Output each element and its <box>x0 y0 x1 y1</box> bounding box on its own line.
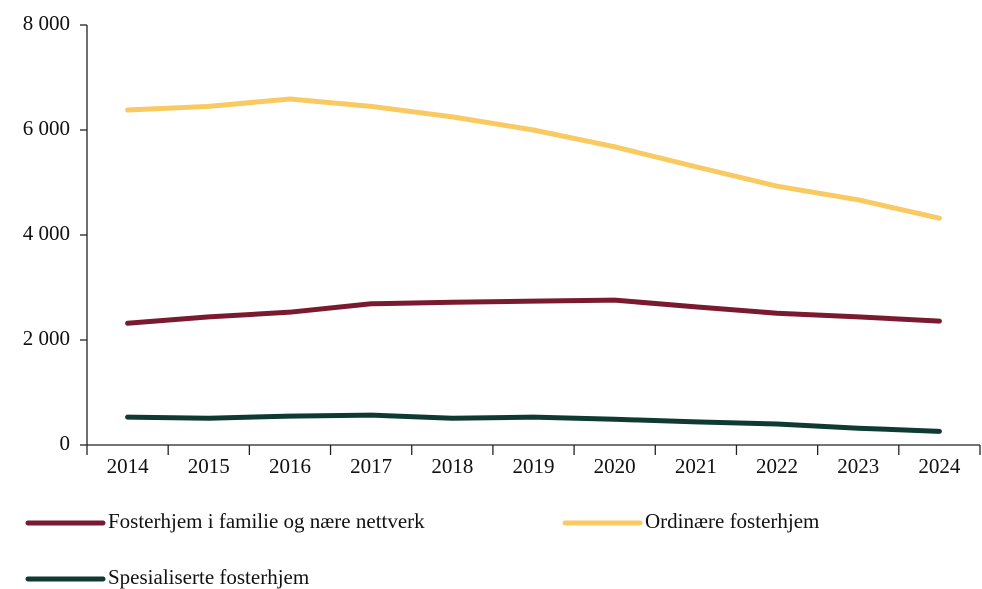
x-tick-label: 2016 <box>269 454 311 478</box>
x-tick-label: 2015 <box>188 454 230 478</box>
x-tick-label: 2020 <box>594 454 636 478</box>
series-line <box>125 96 942 221</box>
x-tick-label: 2017 <box>350 454 392 478</box>
y-tick-label: 0 <box>60 431 71 455</box>
series-line <box>125 412 942 434</box>
x-tick-label: 2014 <box>107 454 150 478</box>
legend-label: Fosterhjem i familie og nære nettverk <box>108 509 425 533</box>
y-tick-label: 2 000 <box>23 326 70 350</box>
x-tick-label: 2023 <box>837 454 879 478</box>
y-tick-label: 8 000 <box>23 11 70 35</box>
series-line <box>125 297 942 326</box>
x-tick-label: 2018 <box>431 454 473 478</box>
x-tick-label: 2019 <box>513 454 555 478</box>
y-tick-label: 6 000 <box>23 116 70 140</box>
x-tick-label: 2021 <box>675 454 717 478</box>
legend-label: Spesialiserte fosterhjem <box>108 565 309 589</box>
x-tick-label: 2022 <box>756 454 798 478</box>
y-tick-label: 4 000 <box>23 221 70 245</box>
legend-label: Ordinære fosterhjem <box>645 509 819 533</box>
x-tick-label: 2024 <box>918 454 961 478</box>
